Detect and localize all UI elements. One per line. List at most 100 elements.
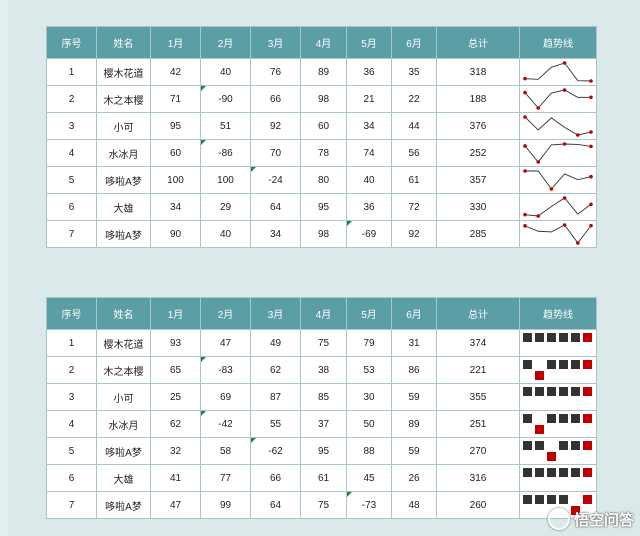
cell-mar[interactable]: -62 — [250, 437, 301, 465]
cell-trend[interactable] — [519, 356, 597, 384]
cell-mar[interactable]: 34 — [250, 220, 301, 248]
cell-apr[interactable]: 75 — [300, 491, 347, 519]
cell-total[interactable]: 285 — [436, 220, 520, 248]
cell-trend[interactable] — [519, 220, 597, 248]
cell-name[interactable]: 哆啦A梦 — [96, 491, 151, 519]
cell-feb[interactable]: 77 — [200, 464, 251, 492]
cell-jan[interactable]: 25 — [150, 383, 201, 411]
cell-feb[interactable]: 47 — [200, 329, 251, 357]
cell-jan[interactable]: 34 — [150, 193, 201, 221]
cell-name[interactable]: 哆啦A梦 — [96, 166, 151, 194]
cell-may[interactable]: 36 — [346, 193, 392, 221]
cell-name[interactable]: 木之本樱 — [96, 356, 151, 384]
cell-total[interactable]: 357 — [436, 166, 520, 194]
cell-feb[interactable]: 40 — [200, 220, 251, 248]
cell-apr[interactable]: 95 — [300, 193, 347, 221]
cell-jan[interactable]: 71 — [150, 85, 201, 113]
cell-total[interactable]: 251 — [436, 410, 520, 438]
cell-id[interactable]: 2 — [46, 85, 97, 113]
cell-mar[interactable]: 49 — [250, 329, 301, 357]
cell-jan[interactable]: 32 — [150, 437, 201, 465]
cell-may[interactable]: -73 — [346, 491, 392, 519]
cell-feb[interactable]: -42 — [200, 410, 251, 438]
cell-trend[interactable] — [519, 410, 597, 438]
cell-trend[interactable] — [519, 112, 597, 140]
cell-may[interactable]: 36 — [346, 58, 392, 86]
cell-may[interactable]: -69 — [346, 220, 392, 248]
cell-jun[interactable]: 35 — [391, 58, 437, 86]
cell-apr[interactable]: 89 — [300, 58, 347, 86]
cell-may[interactable]: 21 — [346, 85, 392, 113]
cell-feb[interactable]: 100 — [200, 166, 251, 194]
cell-name[interactable]: 木之本樱 — [96, 85, 151, 113]
cell-apr[interactable]: 61 — [300, 464, 347, 492]
cell-feb[interactable]: 40 — [200, 58, 251, 86]
cell-jun[interactable]: 59 — [391, 437, 437, 465]
cell-apr[interactable]: 98 — [300, 220, 347, 248]
cell-name[interactable]: 哆啦A梦 — [96, 437, 151, 465]
cell-jun[interactable]: 92 — [391, 220, 437, 248]
cell-feb[interactable]: 69 — [200, 383, 251, 411]
cell-apr[interactable]: 75 — [300, 329, 347, 357]
cell-jan[interactable]: 100 — [150, 166, 201, 194]
cell-may[interactable]: 45 — [346, 464, 392, 492]
cell-jan[interactable]: 93 — [150, 329, 201, 357]
cell-name[interactable]: 小可 — [96, 383, 151, 411]
cell-apr[interactable]: 60 — [300, 112, 347, 140]
cell-id[interactable]: 6 — [46, 464, 97, 492]
cell-total[interactable]: 316 — [436, 464, 520, 492]
cell-id[interactable]: 5 — [46, 437, 97, 465]
cell-mar[interactable]: 55 — [250, 410, 301, 438]
cell-id[interactable]: 1 — [46, 329, 97, 357]
cell-jun[interactable]: 48 — [391, 491, 437, 519]
cell-name[interactable]: 水冰月 — [96, 139, 151, 167]
cell-jun[interactable]: 31 — [391, 329, 437, 357]
cell-jan[interactable]: 62 — [150, 410, 201, 438]
cell-trend[interactable] — [519, 437, 597, 465]
cell-mar[interactable]: -24 — [250, 166, 301, 194]
cell-jun[interactable]: 56 — [391, 139, 437, 167]
cell-feb[interactable]: -83 — [200, 356, 251, 384]
cell-mar[interactable]: 92 — [250, 112, 301, 140]
cell-may[interactable]: 79 — [346, 329, 392, 357]
cell-may[interactable]: 88 — [346, 437, 392, 465]
cell-total[interactable]: 270 — [436, 437, 520, 465]
cell-id[interactable]: 4 — [46, 139, 97, 167]
cell-id[interactable]: 3 — [46, 383, 97, 411]
cell-total[interactable]: 355 — [436, 383, 520, 411]
cell-id[interactable]: 7 — [46, 220, 97, 248]
cell-mar[interactable]: 66 — [250, 85, 301, 113]
cell-jan[interactable]: 90 — [150, 220, 201, 248]
cell-trend[interactable] — [519, 464, 597, 492]
cell-name[interactable]: 水冰月 — [96, 410, 151, 438]
cell-may[interactable]: 53 — [346, 356, 392, 384]
cell-mar[interactable]: 66 — [250, 464, 301, 492]
cell-jan[interactable]: 95 — [150, 112, 201, 140]
cell-trend[interactable] — [519, 139, 597, 167]
cell-jun[interactable]: 86 — [391, 356, 437, 384]
cell-total[interactable]: 221 — [436, 356, 520, 384]
cell-may[interactable]: 74 — [346, 139, 392, 167]
cell-id[interactable]: 6 — [46, 193, 97, 221]
cell-may[interactable]: 34 — [346, 112, 392, 140]
cell-mar[interactable]: 64 — [250, 491, 301, 519]
cell-id[interactable]: 7 — [46, 491, 97, 519]
cell-id[interactable]: 5 — [46, 166, 97, 194]
cell-jun[interactable]: 61 — [391, 166, 437, 194]
cell-trend[interactable] — [519, 58, 597, 86]
cell-total[interactable]: 330 — [436, 193, 520, 221]
cell-mar[interactable]: 70 — [250, 139, 301, 167]
cell-name[interactable]: 小可 — [96, 112, 151, 140]
cell-id[interactable]: 1 — [46, 58, 97, 86]
cell-id[interactable]: 3 — [46, 112, 97, 140]
cell-jan[interactable]: 41 — [150, 464, 201, 492]
cell-total[interactable]: 376 — [436, 112, 520, 140]
cell-mar[interactable]: 76 — [250, 58, 301, 86]
cell-may[interactable]: 30 — [346, 383, 392, 411]
cell-total[interactable]: 318 — [436, 58, 520, 86]
cell-apr[interactable]: 98 — [300, 85, 347, 113]
cell-name[interactable]: 樱木花道 — [96, 58, 151, 86]
cell-feb[interactable]: 29 — [200, 193, 251, 221]
cell-name[interactable]: 樱木花道 — [96, 329, 151, 357]
cell-jun[interactable]: 22 — [391, 85, 437, 113]
